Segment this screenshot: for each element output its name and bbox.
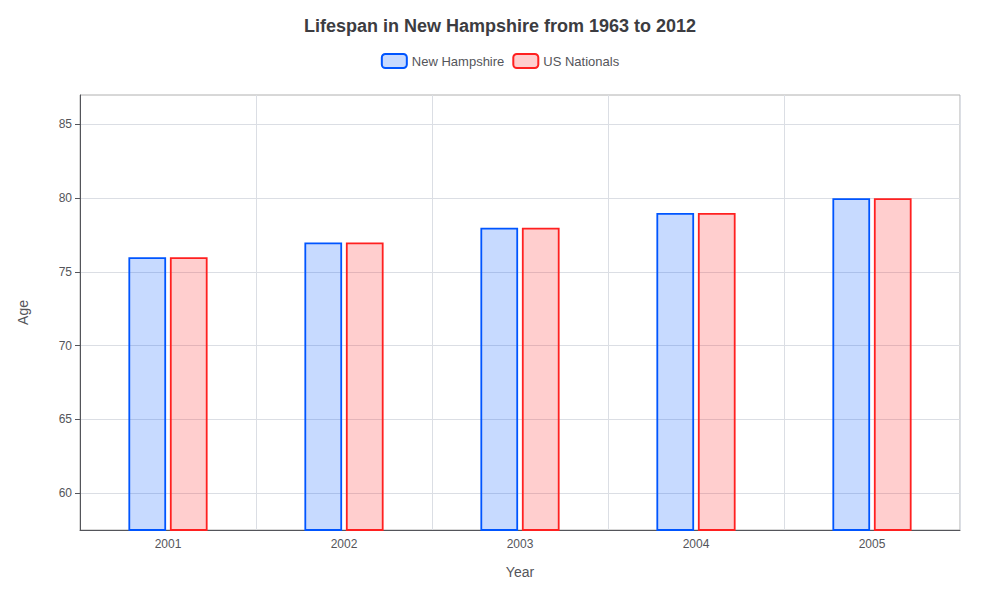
- svg-text:New Hampshire: New Hampshire: [412, 54, 504, 69]
- svg-text:US Nationals: US Nationals: [543, 54, 619, 69]
- svg-text:60: 60: [59, 486, 73, 500]
- svg-text:2004: 2004: [683, 537, 710, 551]
- svg-text:85: 85: [59, 117, 73, 131]
- svg-text:80: 80: [59, 191, 73, 205]
- svg-text:2005: 2005: [859, 537, 886, 551]
- svg-text:Year: Year: [506, 564, 535, 580]
- svg-text:2003: 2003: [507, 537, 534, 551]
- svg-text:2001: 2001: [155, 537, 182, 551]
- svg-text:65: 65: [59, 412, 73, 426]
- svg-text:Age: Age: [15, 300, 31, 325]
- svg-text:2002: 2002: [331, 537, 358, 551]
- svg-text:70: 70: [59, 339, 73, 353]
- svg-text:Lifespan in New Hampshire from: Lifespan in New Hampshire from 1963 to 2…: [304, 16, 696, 36]
- svg-text:75: 75: [59, 265, 73, 279]
